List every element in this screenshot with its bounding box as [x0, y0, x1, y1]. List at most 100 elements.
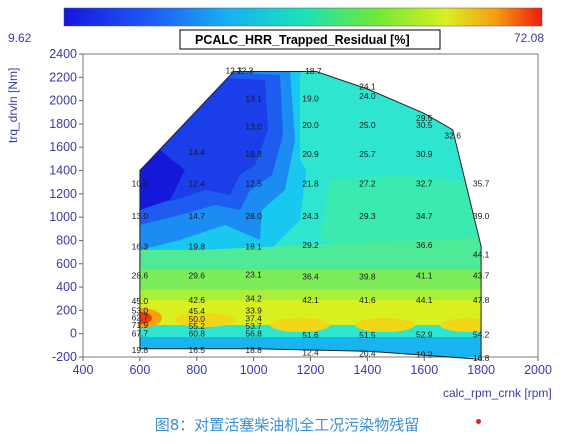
data-label: 42.1	[302, 295, 319, 305]
data-label: 45.4	[188, 306, 205, 316]
data-label: 43.7	[473, 270, 490, 280]
data-label: 47.8	[473, 295, 490, 305]
data-label: 39.0	[473, 211, 490, 221]
data-label: 19.8	[188, 241, 205, 251]
data-label: 28.6	[132, 270, 149, 280]
y-tick-label: -200	[52, 350, 77, 364]
data-label: 24.1	[359, 82, 376, 92]
x-axis: 400 600 800 1000 1200 1400 1600 1800 2000	[73, 357, 552, 377]
title-box	[179, 29, 441, 50]
chart-title: PCALC_HRR_Trapped_Residual [%]	[195, 33, 410, 47]
data-label: 44.1	[473, 249, 490, 259]
data-label: 19.0	[302, 93, 319, 103]
x-tick-label: 1000	[240, 363, 268, 377]
data-label: 35.7	[473, 178, 490, 188]
data-label: 44.1	[416, 295, 433, 305]
y-tick-label: 2200	[49, 70, 77, 84]
y-tick-label: 800	[56, 233, 77, 247]
data-label: 42.6	[188, 295, 205, 305]
data-label: 60.8	[188, 329, 205, 339]
data-label: 16.3	[132, 241, 149, 251]
data-label: 19.2	[416, 350, 433, 360]
data-label: 56.8	[245, 329, 262, 339]
x-axis-label: calc_rpm_crnk [rpm]	[443, 386, 552, 400]
y-tick-label: 400	[56, 280, 77, 294]
y-tick-label: 0	[70, 327, 77, 341]
x-tick-label: 400	[73, 363, 94, 377]
y-axis-label: trq_drvln [Nm]	[6, 68, 20, 143]
data-labels: 12.212.3 18.7 24.124.0 13.1 19.0 29.530.5 32.6…	[132, 65, 490, 363]
x-tick-label: 600	[129, 363, 150, 377]
data-label: 32.6	[444, 131, 461, 141]
y-tick-label: 2000	[49, 94, 77, 108]
data-label: 18.1	[245, 241, 262, 251]
data-label: 67.7	[132, 329, 149, 339]
data-label: 34.7	[416, 211, 433, 221]
data-label: 30.9	[416, 149, 433, 159]
data-label: 12.2	[225, 65, 242, 75]
data-label: 18.8	[245, 345, 262, 355]
data-label: 36.6	[416, 240, 433, 250]
y-tick-label: 1800	[49, 117, 77, 131]
data-label: 19.8	[132, 345, 149, 355]
data-label: 29.2	[302, 240, 319, 250]
data-label: 10.9	[132, 178, 149, 188]
data-label: 12.3	[237, 65, 254, 75]
data-label: 29.6	[188, 270, 205, 280]
data-label: 45.0	[132, 296, 149, 306]
data-label: 20.4	[359, 349, 376, 359]
data-label: 53.0	[132, 305, 149, 315]
data-label: 14.4	[188, 147, 205, 157]
y-axis: -200 0 200 400 600 800 1000 1200 1400 1600 1800 200…	[49, 47, 83, 364]
data-label: 13.1	[245, 93, 262, 103]
data-label: 29.3	[359, 211, 376, 221]
y-tick-label: 200	[56, 303, 77, 317]
data-label: 12.4	[302, 347, 319, 357]
x-tick-label: 1800	[467, 363, 495, 377]
x-tick-label: 1600	[410, 363, 438, 377]
y-tick-label: 1200	[49, 187, 77, 201]
x-tick-label: 1400	[353, 363, 381, 377]
red-dot-icon	[476, 419, 481, 424]
data-label: 25.7	[359, 149, 376, 159]
data-label: 39.8	[359, 272, 376, 282]
colorbar-min-label: 9.62	[8, 31, 32, 45]
data-label: 50.0	[188, 314, 205, 324]
data-label: 53.7	[245, 321, 262, 331]
data-label: 28.0	[245, 211, 262, 221]
contour-field	[139, 71, 482, 357]
operating-envelope	[139, 71, 482, 360]
data-label: 41.6	[359, 295, 376, 305]
data-label: 62.7	[132, 312, 149, 322]
data-label: 30.5	[416, 120, 433, 130]
data-label: 13.0	[245, 121, 262, 131]
data-label: 16.5	[188, 345, 205, 355]
data-label: 32.7	[416, 178, 433, 188]
y-tick-label: 1000	[49, 210, 77, 224]
data-label: 52.9	[416, 329, 433, 339]
data-label: 33.9	[245, 305, 262, 315]
x-tick-label: 800	[186, 363, 207, 377]
data-label: 12.5	[245, 178, 262, 188]
data-label: 71.9	[132, 320, 149, 330]
data-label: 41.1	[416, 270, 433, 280]
colorbar-max-label: 72.08	[514, 31, 544, 45]
data-label: 16.8	[473, 353, 490, 363]
y-tick-label: 1400	[49, 164, 77, 178]
data-label: 36.4	[302, 272, 319, 282]
data-label: 27.2	[359, 178, 376, 188]
y-tick-label: 1600	[49, 140, 77, 154]
data-label: 24.0	[359, 91, 376, 101]
data-label: 18.7	[305, 66, 322, 76]
figure-caption: 图8：对置活塞柴油机全工况污染物残留	[154, 416, 420, 434]
data-label: 25.0	[359, 120, 376, 130]
data-label: 55.2	[188, 321, 205, 331]
x-tick-label: 1200	[297, 363, 325, 377]
data-label: 20.0	[302, 120, 319, 130]
data-label: 16.8	[245, 149, 262, 159]
data-label: 20.9	[302, 149, 319, 159]
data-label: 51.5	[359, 330, 376, 340]
y-tick-label: 2400	[49, 47, 77, 61]
data-label: 51.6	[302, 330, 319, 340]
